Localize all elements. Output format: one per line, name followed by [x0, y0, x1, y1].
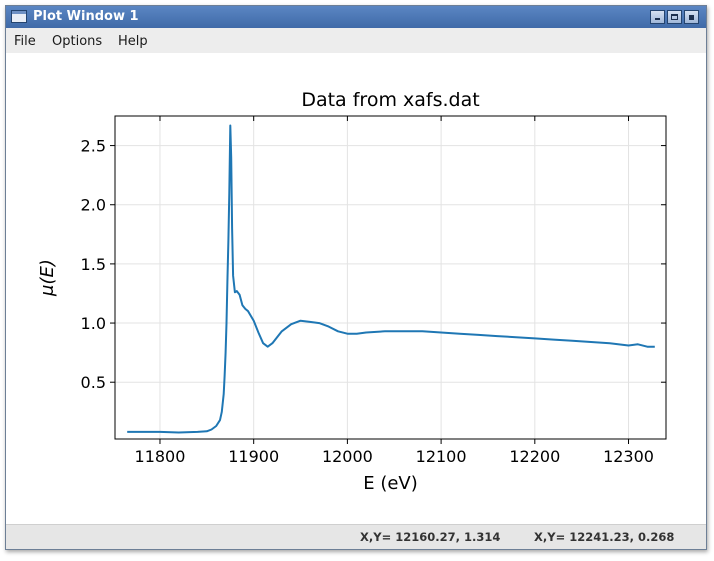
x-tick-label: 12100 [416, 447, 467, 466]
y-tick-label: 2.0 [81, 196, 106, 215]
menu-file[interactable]: File [14, 34, 36, 49]
x-axis-label: E (eV) [363, 473, 418, 494]
xafs-plot[interactable]: 11800 11900 12000 12100 12200 12300 0.5 1.0 1.5 2… [6, 53, 706, 525]
menu-bar: File Options Help [6, 28, 706, 53]
axes-frame [114, 115, 667, 440]
cursor-readout-2: X,Y= 12241.23, 0.268 [534, 530, 675, 544]
y-tick-label: 0.5 [81, 373, 106, 392]
x-tick-label: 11800 [135, 447, 186, 466]
y-tick-label: 2.5 [81, 137, 106, 156]
minimize-button[interactable] [650, 10, 665, 24]
title-bar[interactable]: Plot Window 1 [6, 6, 706, 28]
menu-help[interactable]: Help [118, 34, 148, 49]
maximize-button[interactable] [667, 10, 682, 24]
window-app-icon[interactable] [11, 10, 27, 23]
x-tick-label: 12000 [322, 447, 373, 466]
maximize-icon [671, 14, 678, 20]
series-line [127, 124, 655, 434]
y-tick-label: 1.5 [81, 255, 106, 274]
close-icon [689, 15, 694, 20]
x-tick-label: 12200 [509, 447, 560, 466]
x-tick-label: 12300 [603, 447, 654, 466]
minimize-icon [655, 18, 660, 20]
status-bar: X,Y= 12160.27, 1.314 X,Y= 12241.23, 0.26… [6, 524, 706, 549]
y-tick-label: 1.0 [81, 314, 106, 333]
plot-window: Plot Window 1 File Options Help 11800 119… [5, 5, 707, 550]
window-title: Plot Window 1 [33, 9, 139, 24]
menu-options[interactable]: Options [52, 34, 103, 49]
cursor-readout-1: X,Y= 12160.27, 1.314 [360, 530, 501, 544]
x-tick-label: 11900 [228, 447, 279, 466]
chart-title: Data from xafs.dat [301, 89, 479, 111]
plot-canvas[interactable]: 11800 11900 12000 12100 12200 12300 0.5 1.0 1.5 2… [6, 53, 706, 525]
close-button[interactable] [684, 10, 699, 24]
y-axis-label: μ(E) [37, 259, 58, 297]
